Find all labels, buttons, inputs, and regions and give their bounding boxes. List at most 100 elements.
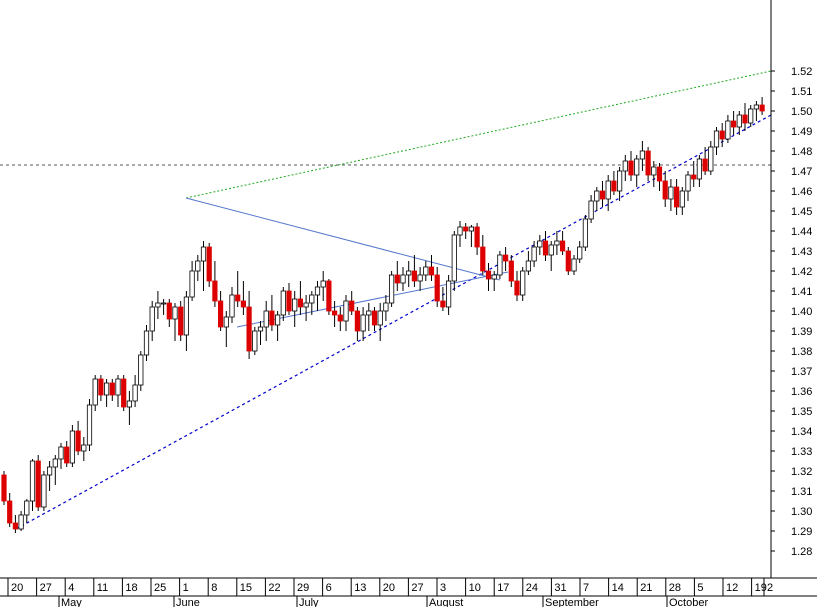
candle-body [297, 298, 304, 308]
candle-body [320, 280, 326, 288]
candle-body [155, 302, 161, 308]
x-tick-label: 13 [354, 582, 366, 594]
candle-body [742, 114, 748, 124]
candle-body [326, 280, 332, 312]
candle-body [668, 186, 674, 200]
candle-body [149, 306, 155, 332]
candle-body [200, 246, 207, 262]
upper-trendline [185, 70, 772, 199]
x-tick-label: 4 [68, 582, 74, 594]
candle-body [594, 190, 600, 202]
y-tick-label: 1.41 [791, 286, 812, 298]
x-tick-label: 3 [440, 582, 446, 594]
y-tick-label: 1.30 [791, 506, 812, 518]
candles-layer [1, 97, 765, 533]
candle-body [520, 270, 526, 296]
trendline-layer [15, 70, 772, 530]
y-tick-label: 1.42 [791, 266, 812, 278]
candle-body [634, 158, 640, 176]
candle-body [617, 170, 623, 192]
candle-body [702, 158, 708, 172]
candle-body [388, 274, 395, 304]
candle-body [252, 330, 258, 352]
candle-body [86, 404, 93, 446]
candle-body [178, 306, 184, 336]
candle-body [189, 270, 195, 298]
candle-body [679, 190, 685, 208]
candle-body [314, 286, 321, 296]
candle-body [126, 400, 132, 408]
y-tick-label: 1.49 [791, 126, 812, 138]
candle-body [434, 274, 440, 302]
candle-body [656, 166, 663, 182]
candle-body [674, 186, 680, 208]
candle-body [81, 444, 87, 452]
y-tick-label: 1.34 [791, 426, 812, 438]
candle-body [468, 226, 475, 232]
candle-body [115, 378, 121, 396]
candle-body [400, 274, 406, 284]
candle-body [611, 180, 617, 192]
candle-body [292, 298, 298, 312]
candle-body [588, 200, 594, 220]
y-tick-label: 1.51 [791, 86, 812, 98]
candle-body [639, 150, 646, 160]
month-label: July [299, 597, 319, 607]
candle-body [423, 266, 429, 276]
candle-body [497, 254, 503, 276]
candle-body [685, 174, 691, 192]
x-tick-label: 14 [612, 582, 624, 594]
candle-body [474, 226, 480, 248]
candle-body [143, 330, 150, 356]
candle-body [753, 104, 760, 110]
candle-body [75, 430, 81, 452]
candle-body [212, 280, 218, 302]
candle-body [599, 190, 606, 200]
candle-body [172, 306, 178, 320]
x-tick-label: 25 [154, 582, 166, 594]
y-tick-label: 1.33 [791, 446, 812, 458]
candle-body [47, 466, 53, 476]
x-tick-label: 6 [326, 582, 332, 594]
x-tick-label: 27 [411, 582, 423, 594]
candle-body [331, 310, 338, 316]
x-tick-label: 20 [11, 582, 23, 594]
candle-body [7, 500, 13, 524]
candle-body [217, 300, 224, 328]
candle-body [246, 306, 252, 352]
candle-body [377, 310, 383, 326]
candle-body [12, 522, 18, 530]
y-tick-label: 1.29 [791, 526, 812, 538]
candle-body [554, 240, 560, 246]
x-tick-label: 11 [97, 582, 108, 594]
y-tick-label: 1.46 [791, 186, 812, 198]
candle-body [1, 474, 7, 502]
x-tick-label: 5 [697, 582, 703, 594]
candle-body [502, 254, 509, 262]
candle-body [708, 146, 714, 172]
candle-body [565, 250, 571, 272]
y-tick-label: 1.44 [791, 226, 812, 238]
candle-body [457, 226, 463, 236]
y-tick-label: 1.36 [791, 386, 812, 398]
x-tick-label: 21 [640, 582, 652, 594]
candle-body [736, 114, 742, 128]
candle-body [360, 314, 366, 332]
x-tick-label: 10 [469, 582, 481, 594]
candle-body [354, 310, 361, 332]
y-tick-label: 1.35 [791, 406, 812, 418]
candle-body [651, 166, 657, 176]
candle-body [206, 246, 212, 282]
candle-body [463, 226, 469, 232]
candle-body [235, 294, 241, 302]
candle-body [337, 314, 343, 322]
candle-body [577, 246, 583, 260]
month-label: May [61, 597, 82, 607]
candle-body [35, 460, 41, 508]
candle-body [451, 234, 457, 282]
x-tick-label: 29 [297, 582, 309, 594]
candle-body [98, 378, 104, 396]
candle-body [406, 270, 412, 276]
